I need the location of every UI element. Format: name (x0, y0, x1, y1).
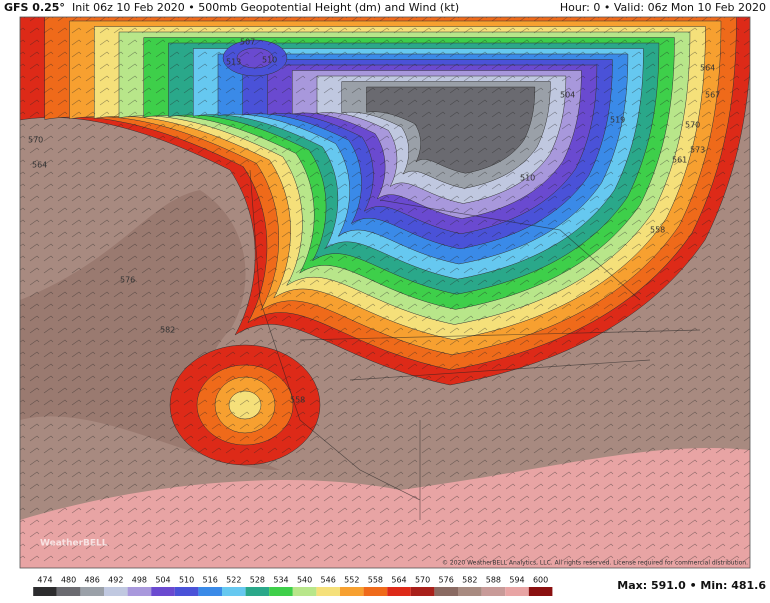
colorbar-swatch (434, 587, 458, 596)
contour-label: 558 (290, 396, 305, 405)
colorbar-swatch (198, 587, 222, 596)
colorbar-swatch (363, 587, 388, 596)
contour-label: 519 (610, 116, 625, 125)
colorbar-label: 594 (509, 576, 524, 585)
colorbar-label: 528 (250, 576, 265, 585)
colorbar-swatch (174, 587, 199, 596)
colorbar-swatch (505, 587, 529, 596)
model-name: GFS 0.25° (4, 1, 65, 14)
colorbar-label: 582 (462, 576, 477, 585)
contour-label: 570 (28, 136, 43, 145)
colorbar-swatch (104, 587, 128, 596)
colorbar-swatch (222, 587, 246, 596)
contour-label: 558 (650, 226, 665, 235)
colorbar-swatch (387, 587, 411, 596)
colorbar-swatch (292, 587, 317, 596)
colorbar-label: 474 (37, 576, 52, 585)
colorbar-swatch (151, 587, 175, 596)
colorbar-label: 510 (179, 576, 194, 585)
colorbar-label: 504 (155, 576, 170, 585)
wind-barbs (20, 17, 750, 568)
contour-label: 564 (700, 64, 715, 73)
colorbar-label: 576 (439, 576, 454, 585)
colorbar-label: 480 (61, 576, 76, 585)
boundaries (249, 169, 701, 520)
colorbar-label: 588 (486, 576, 501, 585)
colorbar-label: 516 (203, 576, 218, 585)
colorbar-label: 552 (344, 576, 359, 585)
colorbar-label: 600 (533, 576, 548, 585)
colorbar-swatch (528, 587, 553, 596)
colorbar-label: 522 (226, 576, 241, 585)
colorbar-label: 546 (321, 576, 336, 585)
contour-label: 513 (226, 58, 241, 67)
valid-time: Hour: 0 • Valid: 06z Mon 10 Feb 2020 (560, 1, 766, 14)
contour-label: 510 (262, 56, 277, 65)
contour-label: 570 (685, 121, 700, 130)
contour-label: 561 (672, 156, 687, 165)
contour-label: 564 (32, 161, 47, 170)
contour-label: 510 (520, 174, 535, 183)
contour-label: 582 (160, 326, 175, 335)
colorbar-swatch (56, 587, 81, 596)
colorbar-label: 534 (273, 576, 288, 585)
colorbar-swatch (245, 587, 270, 596)
map-title: Init 06z 10 Feb 2020 • 500mb Geopotentia… (72, 1, 459, 14)
colorbar-swatch (80, 587, 104, 596)
colorbar-swatch (269, 587, 293, 596)
copyright: © 2020 WeatherBELL Analytics, LLC. All r… (442, 560, 748, 567)
map-frame (19, 16, 751, 569)
colorbar-swatch (410, 587, 435, 596)
colorbar-swatch (316, 587, 340, 596)
colorbar-swatch (340, 587, 364, 596)
contour-label: 573 (690, 146, 705, 155)
colorbar-label: 486 (85, 576, 100, 585)
colorbar-label: 570 (415, 576, 430, 585)
colorbar-swatch (33, 587, 57, 596)
colorbar: 474 480 486 492 498 504 510 516 522 528 534 540 546 5… (33, 576, 553, 596)
contour-label: 504 (560, 91, 575, 100)
colorbar-label: 558 (368, 576, 383, 585)
colorbar-label: 492 (108, 576, 123, 585)
colorbar-swatch (127, 587, 152, 596)
colorbar-swatch (458, 587, 482, 596)
colorbar-label: 540 (297, 576, 312, 585)
extremes: Max: 591.0 • Min: 481.6 (617, 579, 766, 592)
colorbar-label: 564 (391, 576, 406, 585)
contour-label: 567 (705, 91, 720, 100)
watermark: WeatherBELL (40, 539, 108, 549)
colorbar-swatch (481, 587, 506, 596)
contour-label: 507 (240, 38, 255, 47)
contour-label: 576 (120, 276, 135, 285)
colorbar-label: 498 (132, 576, 147, 585)
